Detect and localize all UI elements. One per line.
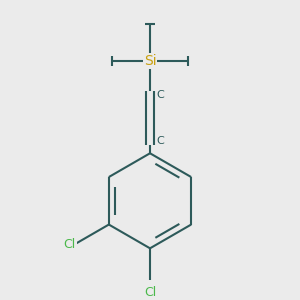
Text: Cl: Cl <box>144 286 156 299</box>
Text: Si: Si <box>144 54 156 68</box>
Text: Cl: Cl <box>64 238 76 251</box>
Text: C: C <box>156 90 164 100</box>
Text: C: C <box>156 136 164 146</box>
